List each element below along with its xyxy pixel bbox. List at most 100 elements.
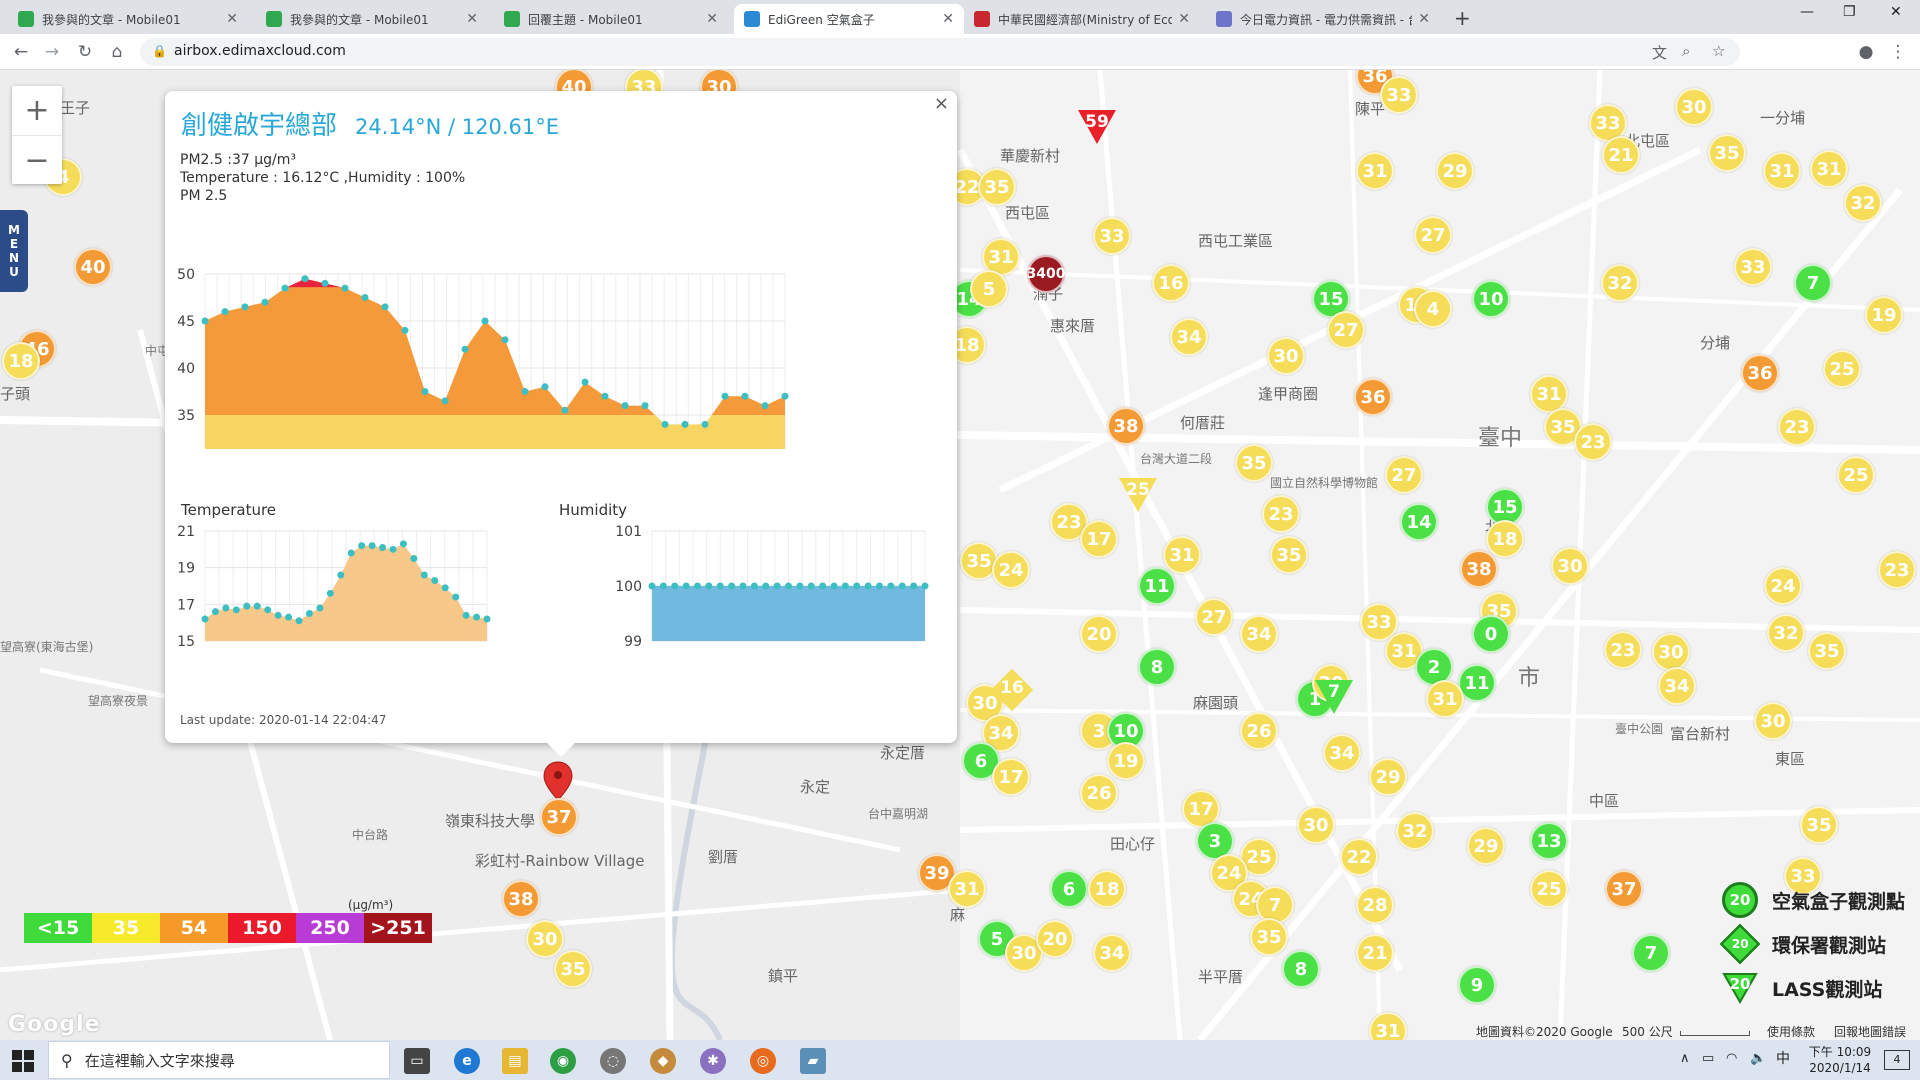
airbox-marker[interactable]: 30	[1652, 633, 1690, 671]
airbox-marker[interactable]: 3	[1196, 822, 1234, 860]
airbox-marker[interactable]: 34	[1093, 934, 1131, 972]
airbox-marker[interactable]: 11	[1138, 567, 1176, 605]
restore-button[interactable]: ❐	[1843, 4, 1856, 20]
airbox-marker[interactable]: 24	[992, 551, 1030, 589]
selected-station-pin[interactable]: 37	[540, 760, 580, 840]
airbox-marker[interactable]: 39	[918, 854, 956, 892]
airbox-marker[interactable]: 18	[1088, 870, 1126, 908]
airbox-marker[interactable]: 29	[1369, 758, 1407, 796]
airbox-marker[interactable]: 32	[1767, 614, 1805, 652]
tab-close-icon[interactable]: ✕	[1418, 11, 1430, 27]
browser-tab[interactable]: 中華民國經濟部(Ministry of Eco ✕	[964, 4, 1200, 34]
airbox-marker[interactable]: 6	[1050, 870, 1088, 908]
browser-tab[interactable]: 回覆主題 - Mobile01 ✕	[494, 4, 728, 34]
browser-tab[interactable]: 我參與的文章 - Mobile01 ✕	[8, 4, 248, 34]
back-icon[interactable]: ←	[13, 42, 29, 62]
airbox-marker[interactable]: 17	[992, 758, 1030, 796]
airbox-marker[interactable]: 38	[1107, 407, 1145, 445]
airbox-marker[interactable]: 26	[1080, 774, 1118, 812]
volume-icon[interactable]: 🔈	[1750, 1051, 1767, 1066]
airbox-marker[interactable]: 8	[1282, 950, 1320, 988]
airbox-marker[interactable]: 30	[1297, 806, 1335, 844]
airbox-marker[interactable]: 36	[1354, 378, 1392, 416]
airbox-marker[interactable]: 23	[1604, 631, 1642, 669]
airbox-marker[interactable]: 34	[1240, 615, 1278, 653]
airbox-marker[interactable]: 27	[1385, 456, 1423, 494]
airbox-marker[interactable]: 35	[1250, 918, 1288, 956]
app-icon-2[interactable]: ◆	[650, 1048, 676, 1074]
airbox-marker[interactable]: 33	[1093, 217, 1131, 255]
window-close-button[interactable]: ✕	[1890, 4, 1902, 20]
airbox-marker[interactable]: 10	[1472, 280, 1510, 318]
popup-close-button[interactable]: ×	[933, 93, 949, 114]
address-bar[interactable]: 🔒 airbox.edimaxcloud.com 文 ⌕ ☆	[140, 38, 1740, 66]
airbox-marker[interactable]: 4	[1414, 290, 1452, 328]
airbox-marker[interactable]: 36	[1741, 354, 1779, 392]
airbox-marker[interactable]: 35	[978, 168, 1016, 206]
airbox-marker[interactable]: 0	[1472, 615, 1510, 653]
airbox-marker[interactable]: 31	[1369, 1012, 1407, 1040]
airbox-marker[interactable]: 35	[554, 950, 592, 988]
chrome-icon[interactable]: ◉	[550, 1048, 576, 1074]
airbox-marker[interactable]: 27	[1195, 598, 1233, 636]
profile-avatar-icon[interactable]: ●	[1858, 42, 1874, 62]
airbox-marker[interactable]: 21	[1602, 136, 1640, 174]
task-view-icon[interactable]: ▭	[404, 1048, 430, 1074]
airbox-marker[interactable]: 11	[1458, 664, 1496, 702]
airbox-marker[interactable]: 38	[1460, 550, 1498, 588]
airbox-marker[interactable]: 20	[1036, 920, 1074, 958]
airbox-marker[interactable]: 34	[1658, 667, 1696, 705]
tab-close-icon[interactable]: ✕	[706, 11, 718, 27]
airbox-marker[interactable]: 33	[1360, 603, 1398, 641]
airbox-marker[interactable]: 32	[1396, 812, 1434, 850]
airbox-marker[interactable]: 31	[1356, 152, 1394, 190]
airbox-marker[interactable]: 30	[526, 920, 564, 958]
airbox-marker[interactable]: 19	[1107, 742, 1145, 780]
airbox-marker[interactable]: 30	[1675, 88, 1713, 126]
airbox-marker[interactable]: 32	[1844, 184, 1882, 222]
airbox-marker[interactable]: 18	[1486, 520, 1524, 558]
airbox-marker[interactable]: 30	[1551, 547, 1589, 585]
airbox-marker[interactable]: 23	[1878, 551, 1916, 589]
airbox-marker[interactable]: 31	[1763, 152, 1801, 190]
tab-close-icon[interactable]: ✕	[1178, 11, 1190, 27]
menu-tab[interactable]: M E N U	[0, 210, 28, 292]
forward-icon[interactable]: →	[44, 42, 60, 62]
diamond-marker[interactable]: 16	[990, 668, 1034, 712]
airbox-marker[interactable]: 14	[1400, 503, 1438, 541]
report-map-error-link[interactable]: 回報地圖錯誤	[1834, 1025, 1907, 1039]
airbox-marker[interactable]: 33	[1734, 248, 1772, 286]
airbox-marker[interactable]: 29	[1436, 152, 1474, 190]
airbox-marker[interactable]: 40	[74, 248, 112, 286]
airbox-marker[interactable]: 30	[1267, 337, 1305, 375]
airbox-marker[interactable]: 31	[1530, 375, 1568, 413]
minimize-button[interactable]: —	[1800, 4, 1814, 20]
app-icon-4[interactable]: ▰	[800, 1048, 826, 1074]
airbox-marker[interactable]: 31	[982, 238, 1020, 276]
airbox-marker[interactable]: 35	[1800, 806, 1838, 844]
chrome-menu-icon[interactable]: ⋮	[1889, 42, 1907, 62]
blender-icon[interactable]: ◎	[750, 1048, 776, 1074]
airbox-marker[interactable]: 5	[970, 270, 1008, 308]
airbox-marker[interactable]: 38	[502, 880, 540, 918]
zoom-icon[interactable]: ⌕	[1682, 42, 1691, 60]
tab-close-icon[interactable]: ✕	[466, 11, 478, 27]
airbox-marker[interactable]: 24	[1210, 854, 1248, 892]
airbox-marker[interactable]: 35	[1235, 444, 1273, 482]
browser-tab[interactable]: EdiGreen 空氣盒子 ✕	[734, 4, 964, 34]
lass-triangle-marker[interactable]: 25	[1118, 476, 1158, 516]
tray-chevron-icon[interactable]: ∧	[1680, 1051, 1690, 1066]
airbox-marker[interactable]: 30	[1754, 702, 1792, 740]
airbox-marker[interactable]: 8	[1138, 648, 1176, 686]
airbox-marker[interactable]: 29	[1467, 827, 1505, 865]
app-icon-1[interactable]: ◌	[600, 1048, 626, 1074]
airbox-marker[interactable]: 16	[1152, 264, 1190, 302]
edge-icon[interactable]: e	[454, 1048, 480, 1074]
airbox-marker[interactable]: 35	[1270, 536, 1308, 574]
airbox-marker[interactable]: 35	[1708, 134, 1746, 172]
airbox-marker[interactable]: 27	[1414, 216, 1452, 254]
airbox-marker[interactable]: 33	[1784, 857, 1822, 895]
home-icon[interactable]: ⌂	[111, 42, 123, 62]
airbox-marker[interactable]: 23	[1574, 423, 1612, 461]
clock[interactable]: 下午 10:09 2020/1/14	[1800, 1044, 1880, 1076]
